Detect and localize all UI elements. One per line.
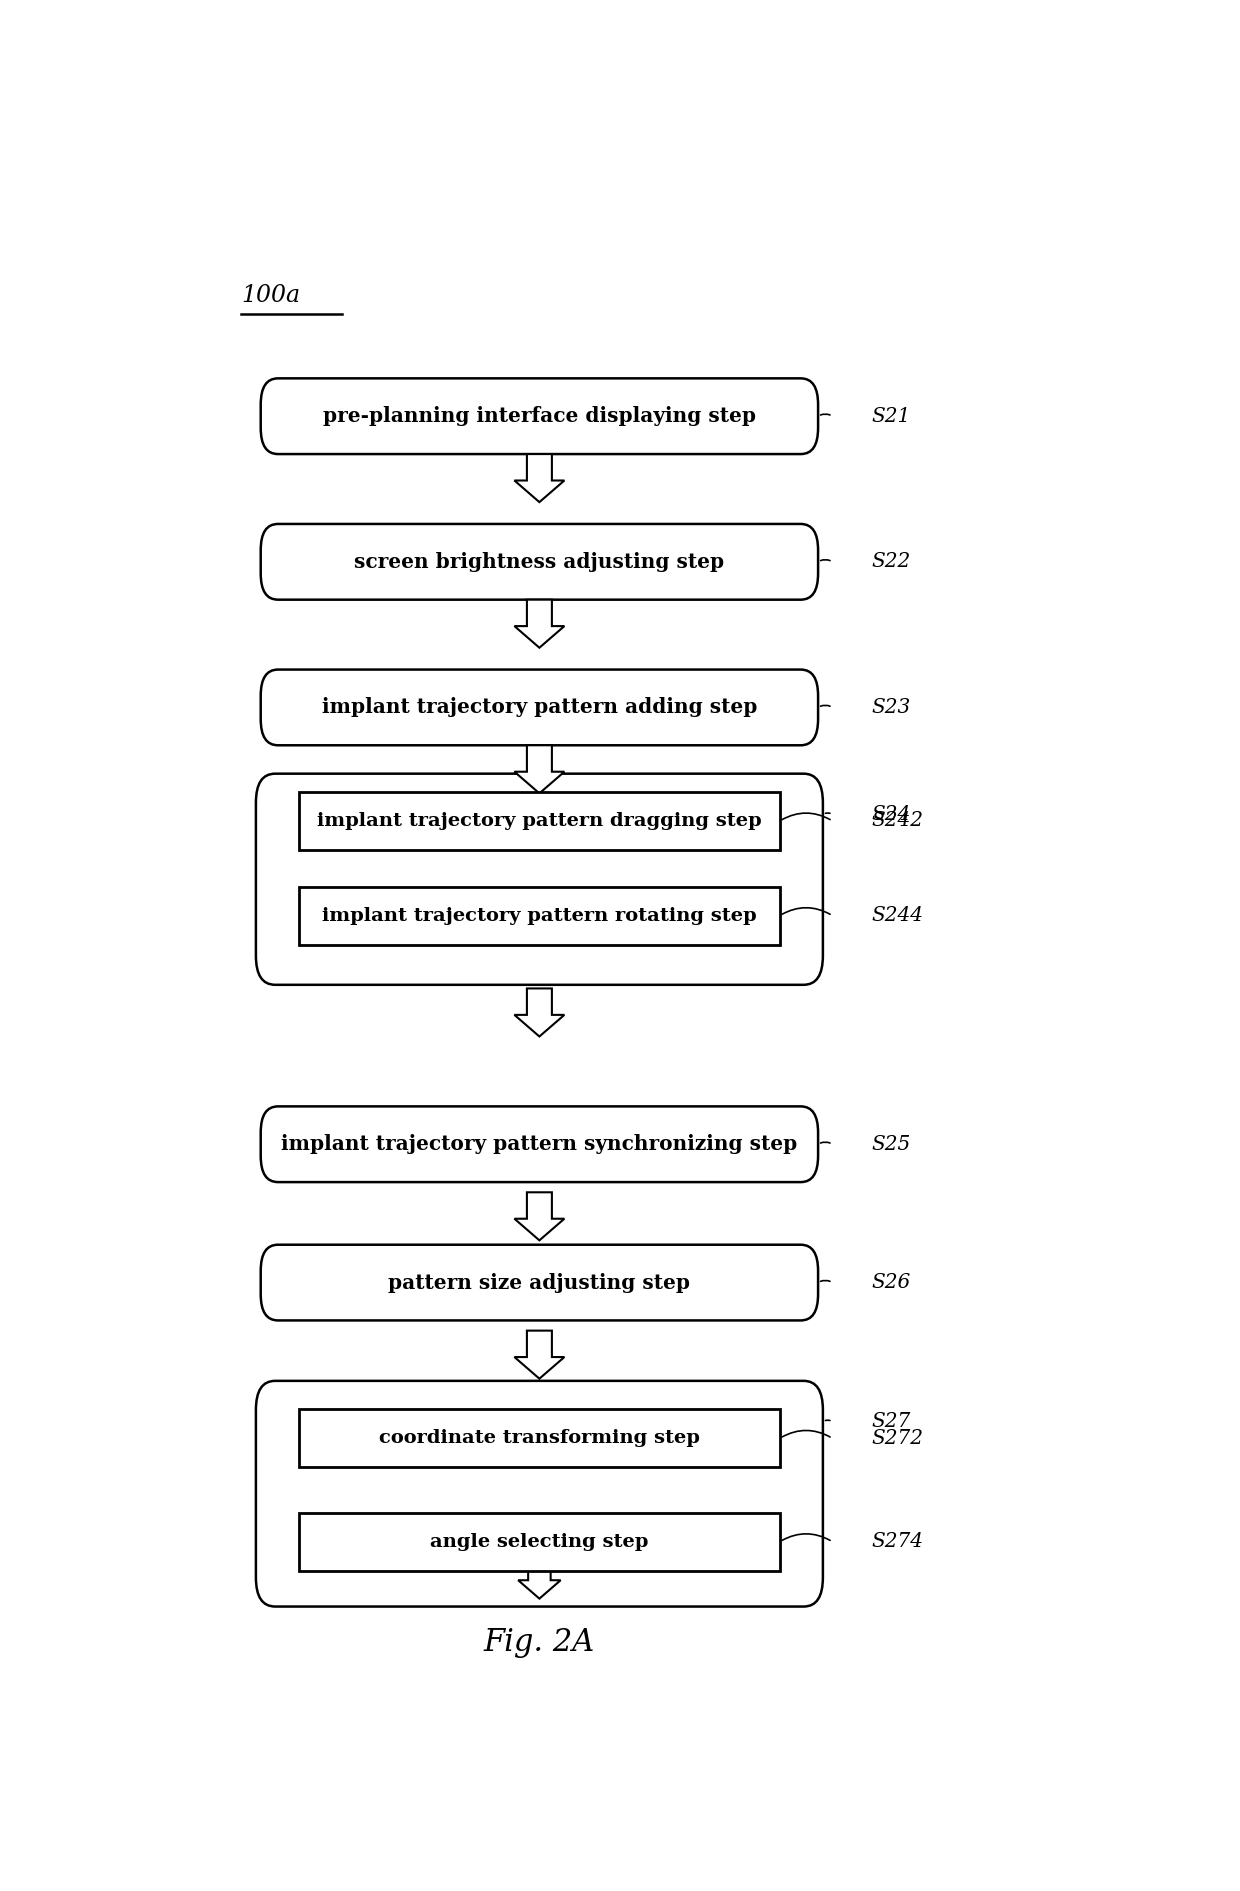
FancyBboxPatch shape: [260, 669, 818, 745]
Text: S22: S22: [870, 552, 910, 571]
Text: pre-planning interface displaying step: pre-planning interface displaying step: [322, 407, 756, 425]
FancyBboxPatch shape: [260, 1106, 818, 1182]
Text: implant trajectory pattern rotating step: implant trajectory pattern rotating step: [322, 906, 756, 925]
Polygon shape: [518, 1558, 560, 1598]
Text: 100a: 100a: [242, 284, 300, 306]
Text: S244: S244: [870, 906, 923, 925]
FancyBboxPatch shape: [260, 1244, 818, 1320]
Polygon shape: [515, 454, 564, 503]
Polygon shape: [515, 1331, 564, 1379]
Text: S25: S25: [870, 1135, 910, 1154]
FancyBboxPatch shape: [260, 524, 818, 599]
Text: S27: S27: [870, 1413, 910, 1431]
Bar: [299, 1409, 780, 1467]
Text: angle selecting step: angle selecting step: [430, 1534, 649, 1551]
Polygon shape: [515, 599, 564, 649]
Text: coordinate transforming step: coordinate transforming step: [379, 1430, 699, 1447]
Text: implant trajectory pattern dragging step: implant trajectory pattern dragging step: [317, 811, 761, 830]
Text: implant trajectory pattern synchronizing step: implant trajectory pattern synchronizing…: [281, 1135, 797, 1154]
Text: Fig. 2A: Fig. 2A: [484, 1626, 595, 1658]
Bar: [299, 792, 780, 851]
Text: S272: S272: [870, 1430, 923, 1449]
Text: implant trajectory pattern adjusting step: implant trajectory pattern adjusting ste…: [308, 804, 771, 824]
Text: pattern size adjusting step: pattern size adjusting step: [388, 1273, 691, 1293]
Text: S274: S274: [870, 1532, 923, 1551]
Text: screen brightness adjusting step: screen brightness adjusting step: [355, 552, 724, 571]
Text: implant trajectory pattern adding step: implant trajectory pattern adding step: [321, 698, 758, 717]
Text: S21: S21: [870, 407, 910, 425]
Polygon shape: [515, 745, 564, 794]
Text: S24: S24: [870, 806, 910, 824]
FancyBboxPatch shape: [255, 1380, 823, 1607]
Bar: [299, 887, 780, 946]
Text: panoramic image verifying step: panoramic image verifying step: [361, 1411, 718, 1431]
FancyBboxPatch shape: [260, 378, 818, 454]
Text: S242: S242: [870, 811, 923, 830]
Bar: [299, 1513, 780, 1571]
Polygon shape: [515, 989, 564, 1036]
FancyBboxPatch shape: [255, 773, 823, 985]
Text: S26: S26: [870, 1273, 910, 1292]
Polygon shape: [515, 1193, 564, 1240]
Text: S23: S23: [870, 698, 910, 717]
